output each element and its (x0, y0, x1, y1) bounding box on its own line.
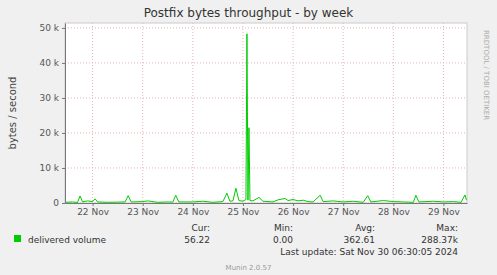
x-tick-label: 29 Nov (428, 207, 461, 217)
y-tick-label: 40 k (39, 58, 59, 68)
y-tick: 40 k (39, 58, 65, 68)
x-tick-label: 27 Nov (328, 207, 361, 217)
x-tick: 23 Nov (127, 203, 160, 217)
x-tick-label: 22 Nov (77, 207, 110, 217)
y-tick: 30 k (39, 93, 65, 103)
series-group (66, 34, 467, 203)
x-tick-mark (293, 203, 294, 206)
x-tick-mark (343, 203, 344, 206)
x-tick-mark (193, 203, 194, 206)
x-tick: 24 Nov (177, 203, 210, 217)
chart: 010 k20 k30 k40 k50 k22 Nov23 Nov24 Nov2… (0, 0, 497, 275)
grid-line (192, 23, 193, 203)
stat-value: 362.61 (344, 235, 376, 245)
x-tick: 27 Nov (328, 203, 361, 217)
x-tick-mark (243, 203, 244, 206)
y-tick: 0 (53, 198, 65, 208)
stat-value: 0.00 (273, 235, 293, 245)
stat-value: 288.37k (421, 235, 458, 245)
x-tick-mark (93, 203, 94, 206)
grid-line (65, 27, 467, 28)
grid-line (343, 23, 344, 203)
grid-line (92, 23, 93, 203)
y-tick-mark (62, 133, 65, 134)
grid-line (393, 23, 394, 203)
plot: 010 k20 k30 k40 k50 k22 Nov23 Nov24 Nov2… (39, 23, 467, 217)
grid-line (65, 132, 467, 133)
x-tick: 29 Nov (428, 203, 461, 217)
y-tick: 20 k (39, 128, 65, 138)
x-tick-label: 28 Nov (378, 207, 411, 217)
y-tick-label: 0 (53, 198, 59, 208)
series-line (66, 34, 467, 203)
watermark: RRDTOOL / TOBI OETIKER (482, 30, 490, 120)
background (0, 0, 497, 275)
x-tick-mark (393, 203, 394, 206)
x-tick-label: 23 Nov (127, 207, 160, 217)
plot-area (65, 23, 467, 203)
legend-label: delivered volume (28, 235, 107, 245)
y-tick: 10 k (39, 163, 65, 173)
x-tick: 26 Nov (278, 203, 311, 217)
x-tick-label: 26 Nov (278, 207, 311, 217)
y-axis-title: bytes / second (7, 77, 18, 150)
y-tick-label: 50 k (39, 23, 59, 33)
y-axis: 0 10 k 20 k 30 k 40 k 50 k (39, 23, 65, 208)
x-tick-label: 24 Nov (177, 207, 210, 217)
footer: Munin 2.0.57 (226, 264, 272, 272)
x-tick: 25 Nov (227, 203, 260, 217)
y-tick-mark (62, 168, 65, 169)
y-tick-mark (62, 63, 65, 64)
x-tick: 28 Nov (378, 203, 411, 217)
x-tick-label: 25 Nov (227, 207, 260, 217)
x-tick-mark (143, 203, 144, 206)
stat-label: Max: (436, 223, 458, 233)
last-update: Last update: Sat Nov 30 06:30:05 2024 (280, 247, 458, 257)
grid-line (142, 23, 143, 203)
grid-line (65, 62, 467, 63)
y-axis-line (65, 24, 66, 204)
grid-line (65, 97, 467, 98)
stat-value: 56.22 (184, 235, 210, 245)
stat-label: Min: (274, 223, 293, 233)
legend-swatch (14, 235, 21, 242)
y-tick-mark (62, 203, 65, 204)
stat-label: Cur: (191, 223, 210, 233)
plot-frame (65, 23, 467, 203)
x-tick: 22 Nov (77, 203, 110, 217)
x-tick-mark (443, 203, 444, 206)
y-tick-mark (62, 28, 65, 29)
y-tick-label: 30 k (39, 93, 59, 103)
y-tick: 50 k (39, 23, 65, 33)
y-tick-label: 20 k (39, 128, 59, 138)
grid-line (242, 23, 243, 203)
title: Postfix bytes throughput - by week (144, 6, 354, 20)
y-tick-mark (62, 98, 65, 99)
stat-label: Avg: (355, 223, 375, 233)
grid-line (293, 23, 294, 203)
x-axis-line (66, 203, 468, 204)
grid-line (65, 167, 467, 168)
y-tick-label: 10 k (39, 163, 59, 173)
x-axis: 22 Nov 23 Nov 24 Nov 25 Nov 26 Nov 27 Nov 28 N… (66, 203, 468, 217)
grid-line (443, 23, 444, 203)
